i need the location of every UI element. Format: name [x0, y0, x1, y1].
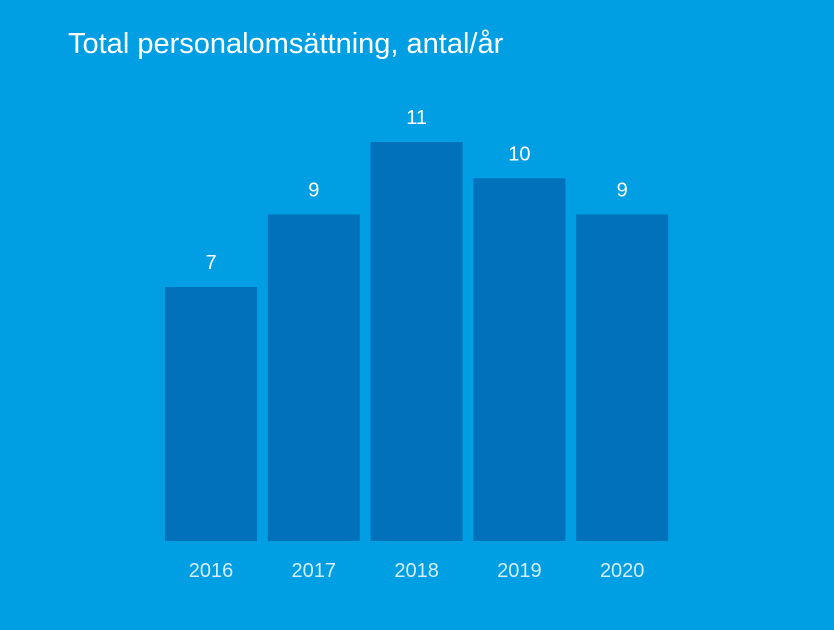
data-label-2019: 10 [508, 143, 530, 165]
x-tick-label-2019: 2019 [497, 560, 542, 582]
x-tick-label-2016: 2016 [189, 560, 234, 582]
bar-2016 [165, 287, 257, 541]
x-tick-label-2017: 2017 [292, 560, 337, 582]
x-tick-label-2020: 2020 [600, 560, 645, 582]
chart-title: Total personalomsättning, antal/år [68, 28, 504, 60]
data-label-2020: 9 [617, 180, 628, 202]
data-label-2016: 7 [205, 252, 216, 274]
data-label-2018: 11 [406, 107, 427, 129]
bar-2019 [473, 178, 566, 542]
data-label-2017: 9 [308, 180, 319, 202]
x-tick-label-2018: 2018 [394, 560, 439, 582]
bar-2017 [267, 214, 360, 541]
bar-2020 [576, 214, 669, 541]
bar-2018 [370, 142, 463, 541]
